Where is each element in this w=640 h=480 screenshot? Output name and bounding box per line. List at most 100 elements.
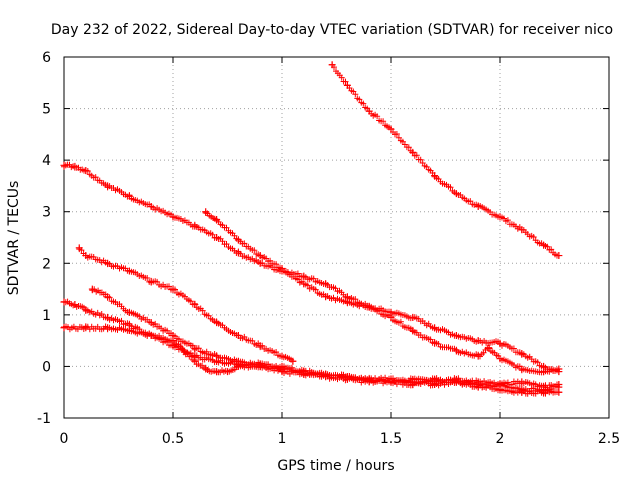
data-point — [518, 378, 526, 386]
series-markers — [61, 161, 562, 375]
data-point — [234, 236, 242, 244]
data-point — [75, 244, 83, 252]
data-point — [213, 319, 221, 327]
data-point — [555, 365, 563, 373]
data-point — [213, 234, 221, 241]
data-point — [147, 203, 155, 211]
data-point — [71, 162, 79, 170]
axis-ticks: 0 0.5 1 1.5 2 2.5 -1 0 1 2 3 4 5 6 — [37, 50, 620, 447]
data-point — [555, 252, 563, 260]
data-point — [104, 293, 112, 301]
data-point — [60, 298, 68, 306]
data-point — [213, 357, 221, 365]
data-point — [256, 342, 264, 350]
y-tick-label: 1 — [42, 308, 51, 324]
data-point — [365, 375, 373, 383]
data-point — [387, 313, 395, 321]
data-point — [125, 326, 133, 334]
data-point — [540, 241, 548, 249]
data-point — [343, 81, 351, 89]
data-point — [147, 331, 155, 339]
data-point — [256, 362, 264, 370]
data-point — [191, 344, 199, 352]
data-point — [104, 324, 112, 332]
data-point — [289, 357, 297, 365]
series-track-2 — [60, 161, 563, 376]
y-tick-label: 6 — [42, 50, 51, 66]
data-point — [169, 213, 177, 221]
data-point — [409, 313, 417, 321]
data-point — [191, 222, 199, 230]
data-point — [278, 352, 286, 360]
data-point — [322, 280, 330, 288]
data-point — [104, 259, 112, 267]
data-point — [191, 301, 199, 309]
data-point — [104, 182, 112, 190]
data-point — [256, 252, 264, 260]
data-point — [431, 172, 439, 180]
data-point — [431, 339, 439, 347]
series-markers — [61, 298, 562, 394]
data-point — [169, 285, 177, 293]
data-point — [540, 368, 548, 376]
data-point — [452, 331, 460, 339]
data-point — [60, 161, 68, 169]
data-point — [496, 386, 504, 394]
data-point — [485, 344, 493, 352]
data-point — [300, 368, 308, 376]
series-track-3 — [202, 208, 563, 376]
plot-frame — [63, 56, 610, 419]
data-point — [365, 107, 373, 115]
data-point — [224, 368, 231, 376]
data-point — [365, 303, 373, 311]
data-series — [60, 61, 563, 397]
data-point — [147, 319, 155, 327]
y-tick-label: 4 — [42, 153, 51, 169]
data-point — [518, 350, 526, 358]
data-point — [431, 380, 439, 388]
data-point — [322, 370, 330, 378]
data-point — [496, 213, 504, 221]
y-tick-label: -1 — [37, 411, 51, 427]
data-point — [125, 192, 133, 200]
data-point — [387, 125, 395, 133]
data-point — [234, 362, 242, 370]
x-tick-label: 1 — [278, 431, 287, 447]
series-track-7 — [60, 323, 563, 397]
data-point — [518, 388, 526, 396]
chart-title: Day 232 of 2022, Sidereal Day-to-day VTE… — [51, 22, 613, 38]
series-markers — [202, 210, 562, 376]
series-markers — [61, 323, 562, 397]
data-point — [147, 277, 155, 285]
x-tick-label: 1.5 — [380, 431, 402, 447]
series-track-1 — [328, 61, 563, 260]
data-point — [343, 373, 351, 381]
data-point — [518, 365, 526, 373]
data-point — [474, 380, 482, 388]
grid — [64, 57, 609, 418]
data-point — [88, 285, 96, 293]
data-point — [474, 337, 482, 345]
data-point — [202, 365, 210, 373]
data-point — [278, 264, 286, 272]
data-point — [82, 252, 90, 260]
data-point — [202, 208, 210, 216]
data-point — [278, 362, 286, 370]
data-point — [474, 352, 482, 360]
data-point — [213, 368, 221, 376]
x-tick-label: 2 — [496, 431, 505, 447]
data-point — [409, 148, 417, 156]
x-tick-label: 0.5 — [162, 431, 184, 447]
data-point — [322, 293, 330, 301]
y-tick-label: 3 — [42, 205, 51, 221]
data-point — [71, 301, 79, 309]
data-point — [496, 355, 504, 363]
data-point — [452, 190, 460, 198]
data-point — [555, 388, 563, 396]
data-point — [328, 61, 336, 69]
data-point — [125, 267, 133, 275]
data-point — [104, 313, 112, 321]
data-point — [540, 388, 548, 396]
data-point — [452, 347, 460, 355]
